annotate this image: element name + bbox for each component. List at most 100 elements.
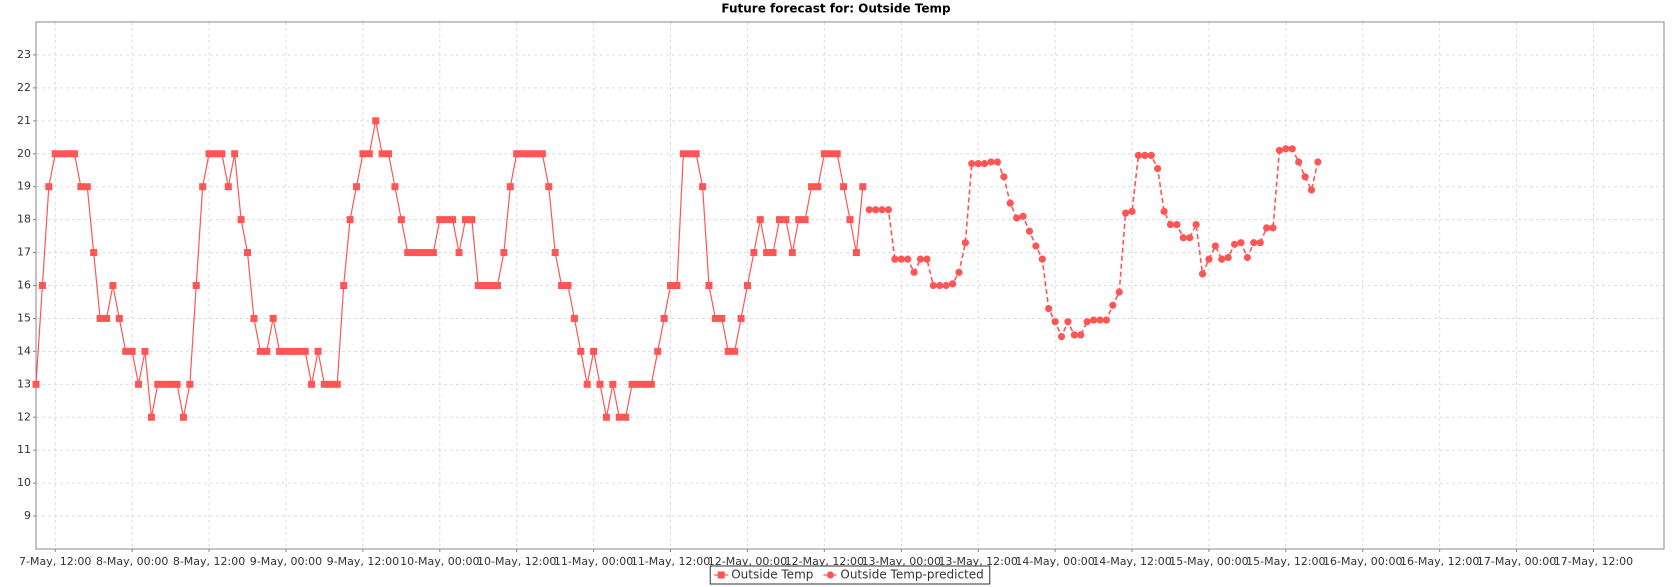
marker [980,160,989,168]
marker [1064,318,1072,326]
marker [276,347,284,355]
legend-label: Outside Temp-predicted [840,568,983,582]
marker [51,150,59,158]
marker [865,206,873,214]
y-tick-label: 19 [17,180,31,193]
y-tick-label: 10 [17,476,31,489]
marker [493,282,501,289]
marker [814,183,822,191]
marker [256,347,264,355]
marker [667,282,675,289]
marker [827,150,835,158]
marker [1000,173,1008,181]
x-tick-label: 10-May, 00:00 [400,555,479,568]
marker [737,314,745,322]
marker [1295,158,1303,166]
marker [647,380,655,388]
marker [1013,214,1021,222]
marker [615,413,623,421]
marker [1269,224,1277,232]
marker [1250,239,1258,247]
marker [487,282,495,289]
marker [1307,186,1316,194]
marker [205,150,213,158]
marker [1192,220,1200,229]
x-tick-label: 8-May, 12:00 [173,555,245,568]
marker [192,282,200,289]
marker [288,347,296,355]
marker [1186,234,1194,242]
y-tick-label: 22 [17,81,31,94]
marker [897,255,905,263]
marker [628,380,636,388]
x-tick-label: 16-May, 00:00 [1323,555,1402,568]
marker [64,150,72,158]
x-tick-label: 14-May, 12:00 [1092,555,1171,568]
marker [1051,318,1059,326]
marker [1128,207,1136,215]
marker [333,380,341,388]
marker [372,117,380,125]
marker [244,249,252,257]
marker [634,380,642,388]
marker [1122,209,1130,217]
marker [135,380,143,388]
marker [231,150,239,158]
marker [916,255,925,263]
marker [128,347,136,355]
marker [282,347,290,355]
marker [474,282,482,289]
y-tick-label: 9 [24,509,31,522]
marker [186,380,194,388]
marker [583,380,591,388]
legend-box [709,565,991,585]
marker [218,150,226,158]
marker [1288,145,1296,153]
marker [269,314,277,322]
marker [1224,253,1232,262]
marker [1102,316,1110,324]
marker [1256,239,1264,247]
marker [308,380,316,388]
y-tick-label: 21 [17,114,31,127]
marker [987,158,995,166]
marker [141,347,149,355]
marker [365,150,373,158]
marker [154,380,162,388]
y-tick-label: 20 [17,147,31,160]
marker [526,150,534,158]
marker [769,249,777,257]
marker [340,282,348,289]
marker [263,347,271,355]
marker [596,380,604,388]
marker [436,216,444,224]
marker [1032,242,1040,250]
marker [948,280,957,288]
marker [1282,145,1290,153]
marker [173,380,181,388]
marker [1160,207,1168,215]
marker [1057,332,1066,341]
marker [590,347,598,355]
marker [1301,173,1309,181]
x-tick-label: 16-May, 12:00 [1400,555,1479,568]
marker [961,239,969,247]
marker [538,150,546,158]
marker [250,314,258,322]
marker [327,380,335,388]
marker [1154,164,1162,173]
marker [1211,242,1219,250]
marker [423,249,431,257]
marker [167,380,175,388]
marker [923,255,931,263]
marker [1179,234,1187,242]
marker [699,183,707,191]
marker [724,347,732,355]
marker [77,183,85,191]
marker [442,216,450,224]
marker [852,249,860,257]
marker [519,150,527,158]
marker [660,314,668,322]
marker [397,216,405,224]
